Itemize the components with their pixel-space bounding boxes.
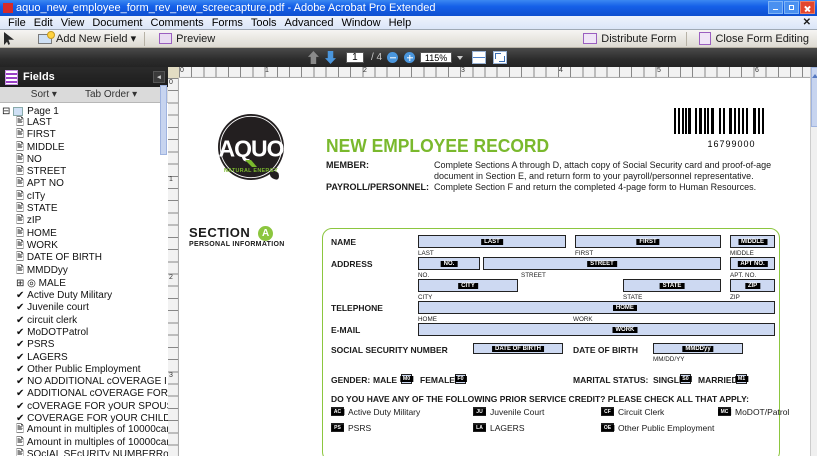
svg-text:AQUO: AQUO (219, 136, 284, 162)
svg-text:NATURAL ENERGY: NATURAL ENERGY (224, 168, 278, 174)
